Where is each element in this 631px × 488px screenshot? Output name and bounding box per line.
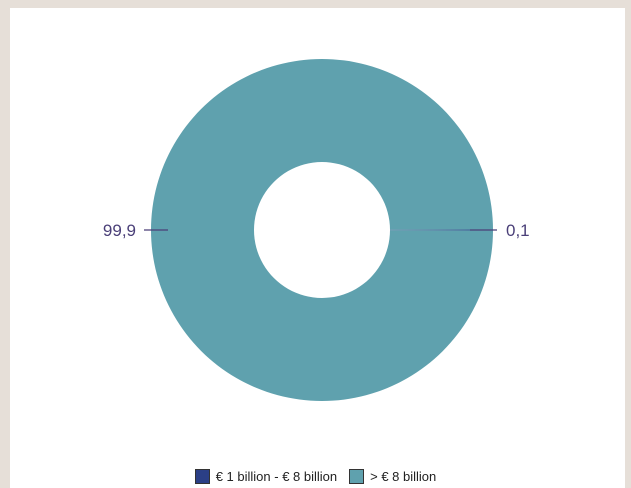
donut-slice-1[interactable] <box>151 59 493 401</box>
donut-slice-0[interactable] <box>389 229 493 231</box>
legend-item-small-range[interactable]: € 1 billion - € 8 billion <box>194 469 338 484</box>
donut-slices <box>151 59 493 401</box>
legend-label: > € 8 billion <box>370 469 437 484</box>
legend-item-large-range[interactable]: > € 8 billion <box>349 469 436 484</box>
legend-swatch <box>349 469 365 484</box>
data-label-0: 0,1 <box>506 221 530 240</box>
legend-swatch <box>194 469 210 484</box>
slice-labels: 0,1 99,9 <box>103 221 530 240</box>
legend-label: € 1 billion - € 8 billion <box>215 469 338 484</box>
chart-legend: € 1 billion - € 8 billion > € 8 billion <box>0 469 631 484</box>
data-label-1: 99,9 <box>103 221 136 240</box>
